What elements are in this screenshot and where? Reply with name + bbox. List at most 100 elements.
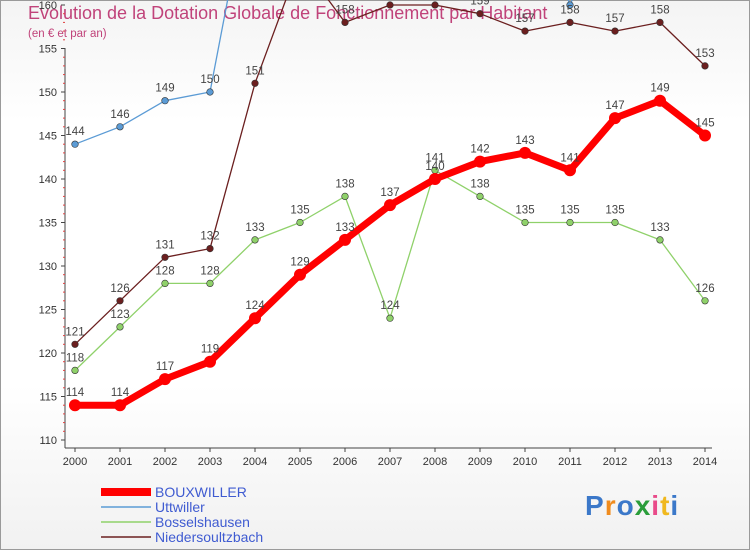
- data-label: 135: [605, 205, 624, 217]
- x-tick-label: 2011: [558, 456, 582, 468]
- data-point: [656, 18, 664, 27]
- data-label: 132: [200, 231, 219, 243]
- data-point: [384, 199, 396, 212]
- data-label: 133: [650, 222, 669, 234]
- data-label: 159: [470, 0, 489, 8]
- x-tick-label: 2007: [378, 456, 402, 468]
- data-point: [476, 192, 484, 200]
- data-label: 135: [560, 205, 579, 217]
- x-tick-label: 2002: [153, 456, 177, 468]
- data-label: 128: [155, 265, 174, 277]
- legend-label: Uttwiller: [155, 499, 205, 515]
- data-label: 158: [650, 4, 669, 16]
- x-tick-label: 2004: [243, 456, 267, 468]
- data-point: [521, 218, 529, 227]
- chart-subtitle: (en € et par an): [28, 28, 107, 40]
- data-point: [69, 399, 81, 412]
- legend-label: Niedersoultzbach: [155, 529, 263, 545]
- data-point: [114, 399, 126, 412]
- data-label: 153: [695, 48, 714, 60]
- logo-letter: r: [604, 490, 617, 521]
- data-point: [564, 164, 576, 177]
- y-tick-label: 110: [39, 435, 57, 447]
- data-label: 147: [605, 100, 624, 112]
- data-point: [71, 366, 79, 375]
- data-point: [521, 27, 529, 35]
- data-point: [161, 253, 169, 261]
- x-tick-label: 2003: [198, 456, 222, 468]
- data-point: [699, 129, 711, 142]
- data-point: [656, 236, 664, 244]
- data-point: [159, 373, 171, 386]
- logo-letter: o: [616, 490, 635, 521]
- data-point: [341, 18, 349, 27]
- data-point: [206, 245, 214, 253]
- data-label: 133: [335, 222, 354, 234]
- data-point: [249, 312, 261, 325]
- data-label: 151: [245, 65, 264, 77]
- data-point: [206, 279, 214, 288]
- data-point: [294, 268, 306, 281]
- data-point: [116, 297, 124, 305]
- data-label: 149: [155, 83, 174, 95]
- data-point: [161, 97, 169, 105]
- y-tick-label: 125: [39, 305, 57, 317]
- data-point: [566, 1, 574, 9]
- data-point: [474, 155, 486, 168]
- data-point: [611, 218, 619, 227]
- data-point: [341, 192, 349, 200]
- logo-letter: x: [634, 490, 652, 521]
- data-label: 146: [110, 109, 129, 121]
- legend-label: BOUXWILLER: [155, 484, 247, 500]
- data-label: 135: [290, 205, 309, 217]
- data-label: 138: [470, 178, 489, 190]
- data-label: 117: [156, 361, 174, 373]
- data-point: [71, 140, 79, 148]
- y-tick-label: 140: [39, 174, 57, 186]
- data-point: [251, 79, 259, 87]
- series-line-uttwiller: [74, 0, 573, 145]
- data-label: 145: [695, 118, 714, 130]
- data-label: 141: [560, 152, 579, 164]
- data-label: 137: [380, 187, 399, 199]
- data-point: [161, 279, 169, 288]
- data-label: 142: [470, 144, 489, 156]
- x-tick-label: 2012: [603, 456, 627, 468]
- y-tick-label: 145: [39, 131, 57, 143]
- data-label: 138: [335, 178, 354, 190]
- data-point: [116, 323, 124, 331]
- logo-letter: P: [585, 490, 605, 521]
- y-tick-label: 160: [39, 0, 57, 12]
- data-label: 124: [245, 300, 265, 312]
- data-point: [386, 1, 394, 9]
- data-label: 119: [201, 344, 219, 356]
- data-point: [296, 218, 304, 227]
- data-label: 158: [560, 4, 579, 16]
- y-tick-label: 130: [39, 261, 57, 273]
- proxiti-logo: Proxiti: [585, 490, 679, 522]
- data-point: [654, 94, 666, 107]
- x-tick-label: 2013: [648, 456, 672, 468]
- data-label: 126: [110, 283, 129, 295]
- y-tick-label: 115: [39, 392, 57, 404]
- logo-letter: i: [670, 490, 680, 521]
- data-point: [701, 62, 709, 70]
- data-point: [476, 10, 484, 18]
- x-tick-label: 2005: [288, 456, 312, 468]
- data-point: [386, 314, 394, 322]
- data-point: [566, 18, 574, 27]
- data-label: 157: [605, 13, 624, 25]
- x-tick-label: 2014: [693, 456, 717, 468]
- data-point: [116, 123, 124, 131]
- y-tick-label: 150: [39, 87, 57, 99]
- data-point: [429, 173, 441, 185]
- y-tick-label: 120: [39, 348, 57, 360]
- chart-title: Evolution de la Dotation Globale de Fonc…: [28, 3, 548, 23]
- data-label: 144: [65, 126, 85, 138]
- data-label: 118: [66, 352, 84, 364]
- data-label: 133: [245, 222, 264, 234]
- data-point: [204, 355, 216, 368]
- data-label: 128: [200, 265, 219, 277]
- data-point: [701, 297, 709, 305]
